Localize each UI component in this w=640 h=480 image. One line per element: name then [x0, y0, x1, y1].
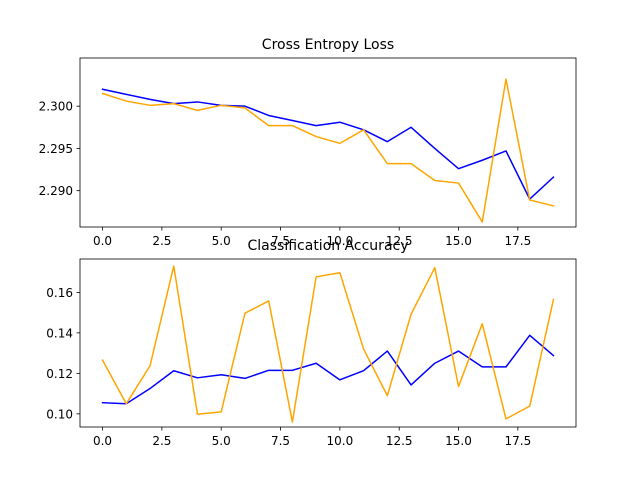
loss-series-line-orange [101, 78, 555, 223]
accuracy-series-line-blue [101, 334, 555, 405]
accuracy-series-line-orange [101, 265, 555, 423]
accuracy-x-tick-label: 17.5 [504, 434, 531, 448]
accuracy-x-tick-label: 15.0 [445, 434, 472, 448]
loss-x-tick-label: 0.0 [93, 234, 112, 248]
loss-x-tick-label: 5.0 [212, 234, 231, 248]
loss-y-tick-label: 2.290 [39, 184, 73, 198]
accuracy-y-tick-label: 0.10 [46, 407, 73, 421]
accuracy-y-tick-label: 0.14 [46, 326, 73, 340]
accuracy-x-tick-label: 12.5 [386, 434, 413, 448]
accuracy-y-tick-label: 0.16 [46, 286, 73, 300]
loss-axes-frame [79, 57, 577, 228]
loss-x-tick-label: 12.5 [386, 234, 413, 248]
loss-x-tick-label: 17.5 [504, 234, 531, 248]
loss-chart-title: Cross Entropy Loss [262, 37, 394, 53]
accuracy-x-tick-label: 10.0 [327, 434, 354, 448]
loss-y-tick-label: 2.300 [39, 100, 73, 114]
accuracy-y-tick-label: 0.12 [46, 367, 73, 381]
loss-x-tick-label: 7.5 [271, 234, 290, 248]
loss-chart: Cross Entropy Loss 0.0 2.5 5.0 7.5 10.0 12.5 1… [39, 37, 577, 248]
accuracy-plot-area: 0.0 2.5 5.0 7.5 10.0 12.5 15.0 17.5 0.10 0.12 0.14… [46, 258, 577, 448]
accuracy-axes-frame [79, 258, 577, 428]
loss-series-line-blue [101, 88, 555, 200]
accuracy-x-tick-label: 5.0 [212, 434, 231, 448]
accuracy-x-tick-label: 2.5 [152, 434, 171, 448]
loss-y-tick-label: 2.295 [39, 142, 73, 156]
loss-x-tick-label: 2.5 [152, 234, 171, 248]
loss-x-tick-label: 10.0 [327, 234, 354, 248]
loss-x-tick-label: 15.0 [445, 234, 472, 248]
accuracy-x-tick-label: 7.5 [271, 434, 290, 448]
accuracy-chart-title: Classification Accuracy [248, 238, 409, 254]
accuracy-x-tick-label: 0.0 [93, 434, 112, 448]
loss-plot-area: 0.0 2.5 5.0 7.5 10.0 12.5 15.0 17.5 2.290 2.295 2.… [39, 57, 577, 248]
accuracy-chart: Classification Accuracy 0.0 2.5 5.0 7.5 10.0… [46, 238, 577, 448]
